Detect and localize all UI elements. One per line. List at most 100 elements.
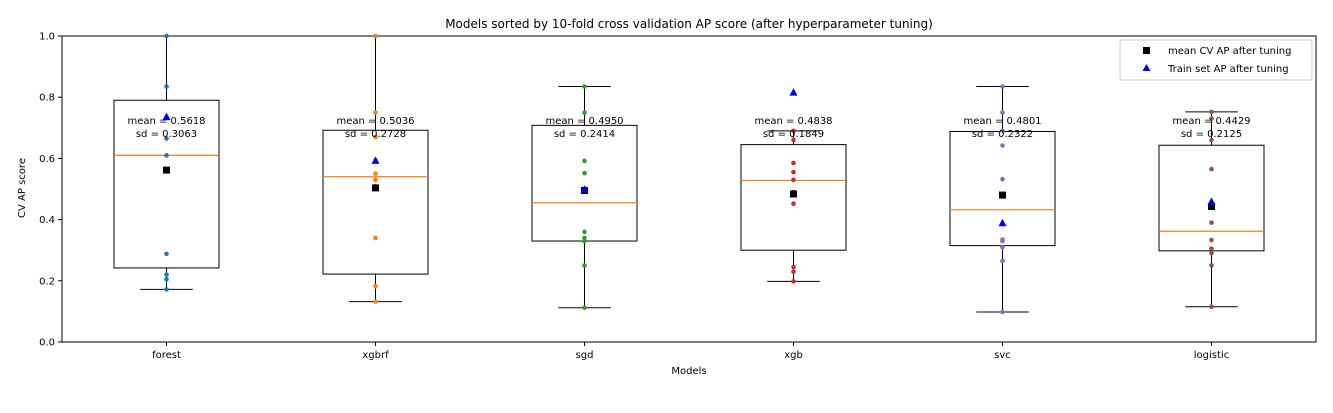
x-tick-label: logistic [1194, 350, 1229, 361]
x-tick-label: xgb [784, 350, 803, 361]
logistic-sd-label: sd = 0.2125 [1181, 129, 1242, 140]
xgb-data-point [791, 160, 796, 166]
xgbrf-data-point [373, 177, 378, 183]
forest-data-point [164, 287, 169, 292]
svc-sd-label: sd = 0.2322 [972, 129, 1033, 140]
sgd-train-ap-marker [580, 185, 589, 193]
sgd-sd-label: sd = 0.2414 [554, 129, 615, 140]
xgb-sd-label: sd = 0.1849 [763, 129, 824, 140]
xgb-data-point [791, 264, 796, 270]
xgbrf-mean-label: mean = 0.5036 [336, 116, 414, 127]
forest-data-point [164, 153, 169, 158]
forest-data-point [164, 251, 169, 257]
xgbrf-train-ap-marker [371, 156, 380, 164]
xgbrf-box [322, 129, 429, 275]
forest-mean-label: mean = 0.5618 [127, 116, 205, 127]
x-tick-label: svc [994, 350, 1011, 361]
legend-train-label: Train set AP after tuning [1167, 64, 1289, 75]
x-tick-label: forest [152, 350, 181, 361]
y-tick-label: 0.6 [39, 154, 55, 165]
sgd-data-point [582, 305, 587, 311]
logistic-data-point [1209, 137, 1214, 143]
forest-data-point [164, 136, 169, 141]
svc-data-point [1000, 258, 1005, 264]
y-tick-label: 0.8 [39, 93, 55, 104]
forest-box [113, 99, 220, 269]
logistic-data-point [1209, 263, 1214, 268]
xgb-data-point [791, 128, 796, 134]
sgd-data-point [582, 110, 587, 115]
xgbrf-data-point [373, 284, 378, 289]
forest-data-point [164, 272, 169, 277]
svc-mean-label: mean = 0.4801 [963, 116, 1041, 127]
xgb-train-ap-marker [789, 88, 798, 96]
xgb-data-point [791, 177, 796, 183]
logistic-train-ap-marker [1207, 197, 1216, 205]
forest-data-point [164, 33, 169, 39]
sgd-data-point [582, 158, 587, 164]
svc-data-point [1000, 238, 1005, 244]
svc-box [949, 130, 1056, 247]
forest-sd-label: sd = 0.3063 [136, 129, 197, 140]
xgb-data-point [791, 279, 796, 284]
xgb-box [740, 144, 847, 251]
xgb-data-point [791, 269, 796, 274]
forest-mean-marker [163, 166, 170, 174]
svc-data-point [1000, 128, 1005, 134]
svc-train-ap-marker [998, 218, 1007, 227]
sgd-data-point [582, 229, 587, 235]
x-tick-label: xgbrf [362, 350, 389, 361]
legend-frame [1119, 39, 1313, 81]
xgb-mean-marker [790, 190, 797, 198]
forest-train-ap-marker [162, 112, 171, 121]
xgbrf-data-point [373, 110, 378, 115]
logistic-data-point [1209, 220, 1214, 225]
sgd-box [531, 124, 638, 242]
logistic-data-point [1209, 109, 1214, 115]
logistic-mean-marker [1208, 202, 1215, 210]
legend-mean-marker [1143, 47, 1150, 54]
xgbrf-data-point [373, 134, 378, 140]
x-axis-label: Models [671, 366, 706, 377]
forest-data-point [164, 276, 169, 282]
logistic-data-point [1209, 250, 1214, 256]
sgd-data-point [582, 238, 587, 244]
legend-train-marker [1142, 64, 1151, 71]
x-tick-label: sgd [576, 350, 594, 361]
xgbrf-sd-label: sd = 0.2728 [345, 129, 406, 140]
plot-area: 0.0 0.2 0.4 0.6 0.8 1.0 forest xgbrf sgd xgb svc lo… [39, 32, 1317, 361]
y-axis-label: CV AP score [17, 158, 28, 218]
svc-data-point [1000, 309, 1005, 315]
xgb-data-point [791, 201, 796, 206]
svc-data-point [1000, 84, 1005, 89]
xgbrf-data-point [373, 235, 378, 241]
svc-data-point [1000, 143, 1005, 148]
logistic-data-point [1209, 166, 1214, 172]
y-tick-label: 0.0 [39, 338, 55, 349]
axes-frame [61, 35, 1317, 343]
logistic-data-point [1209, 246, 1214, 251]
chart-title: Models sorted by 10-fold cross validatio… [445, 17, 933, 31]
logistic-data-point [1209, 116, 1214, 121]
sgd-mean-label: mean = 0.4950 [545, 116, 623, 127]
xgbrf-data-point [373, 33, 378, 39]
sgd-data-point [582, 84, 587, 89]
y-tick-label: 0.4 [39, 215, 55, 226]
xgb-mean-label: mean = 0.4838 [754, 116, 832, 127]
xgb-data-point [791, 169, 796, 175]
sgd-data-point [582, 170, 587, 176]
svc-mean-marker [999, 191, 1006, 199]
legend: mean CV AP after tuning Train set AP aft… [1119, 39, 1313, 81]
logistic-data-point [1209, 304, 1214, 310]
svc-data-point [1000, 176, 1005, 182]
logistic-data-point [1209, 237, 1214, 243]
xgbrf-mean-marker [372, 184, 379, 192]
forest-data-point [164, 84, 169, 89]
svc-data-point [1000, 244, 1005, 250]
svc-data-point [1000, 110, 1005, 115]
legend-mean-label: mean CV AP after tuning [1168, 46, 1292, 57]
logistic-mean-label: mean = 0.4429 [1172, 116, 1250, 127]
sgd-data-point [582, 263, 587, 268]
xgbrf-data-point [373, 299, 378, 304]
